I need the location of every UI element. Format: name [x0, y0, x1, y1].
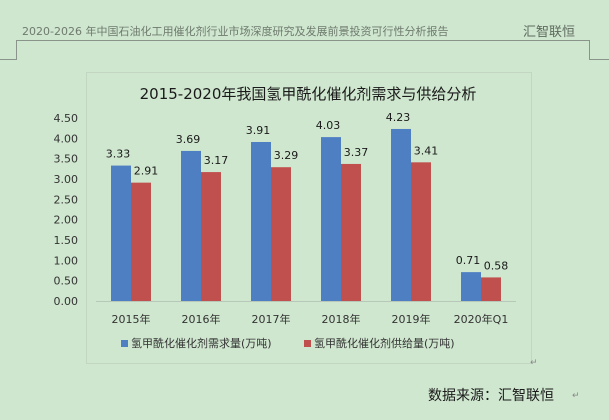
y-tick-label: 1.00: [54, 254, 79, 267]
data-label: 3.29: [274, 149, 299, 162]
bars-group: 3.332.91 3.693.17 3.913.29 4.03 3.37 4.23 3.41…: [106, 111, 509, 301]
bar-supply: [411, 162, 431, 301]
bar-supply: [341, 163, 361, 301]
data-label: 0.58: [484, 259, 509, 272]
legend-label: 氢甲酰化催化剂需求量(万吨): [131, 336, 272, 350]
legend: 氢甲酰化催化剂需求量(万吨) 氢甲酰化催化剂供给量(万吨): [121, 336, 455, 350]
header-rule-right-foot: [589, 59, 609, 60]
data-label: 3.17: [204, 154, 229, 167]
bar-demand: [251, 141, 271, 301]
y-tick-label: 0.00: [54, 295, 79, 308]
data-label: 3.41: [414, 144, 439, 157]
bar-demand: [111, 165, 131, 301]
legend-swatch: [121, 340, 128, 347]
chart-title: 2015-2020年我国氢甲酰化催化剂需求与供给分析: [140, 85, 477, 103]
y-tick-label: 3.00: [54, 173, 79, 186]
header-brand: 汇智联恒: [523, 21, 576, 41]
bar-demand: [461, 272, 481, 301]
report-title: 2020-2026 年中国石油化工用催化剂行业市场深度研究及发展前景投资可行性分…: [22, 25, 449, 38]
data-label: 4.03: [316, 119, 341, 132]
source-note: 数据来源：汇智联恒: [428, 388, 554, 404]
header-brand-text: 汇智联恒: [523, 25, 576, 41]
bar-demand: [321, 137, 341, 301]
legend-label: 氢甲酰化催化剂供给量(万吨): [314, 336, 455, 350]
legend-swatch: [304, 340, 311, 347]
bar-supply: [201, 172, 221, 301]
bar-supply: [481, 277, 501, 301]
y-tick-label: 3.50: [54, 153, 79, 166]
data-label: 3.33: [106, 148, 131, 161]
y-tick-label: 4.00: [54, 132, 79, 145]
x-tick-label: 2017年: [252, 312, 291, 326]
header-rule-left-tick: [16, 40, 17, 60]
paragraph-mark: ↵: [530, 358, 538, 368]
y-tick-label: 2.00: [54, 214, 79, 227]
y-tick-label: 4.50: [54, 112, 79, 125]
y-tick-label: 1.50: [54, 234, 79, 247]
data-label: 4.23: [386, 111, 411, 124]
x-tick-label: 2020年Q1: [454, 312, 509, 326]
header-rule-right-tick: [589, 40, 590, 60]
data-label: 2.91: [134, 165, 159, 178]
y-axis: 0.00 0.50 1.00 1.50 2.00 2.50 3.00 3.50 4.00 4.50: [54, 112, 79, 308]
header-rule: [16, 40, 590, 41]
y-tick-label: 2.50: [54, 193, 79, 206]
data-label: 3.37: [344, 146, 369, 159]
bar-supply: [271, 167, 291, 301]
bar-supply: [131, 182, 151, 301]
data-label: 0.71: [456, 254, 481, 267]
chart-area: [86, 72, 532, 364]
x-tick-label: 2019年: [392, 312, 431, 326]
x-axis: 2015年 2016年 2017年 2018年 2019年 2020年Q1: [96, 301, 516, 326]
bar-demand: [391, 128, 411, 301]
header-rule-left-foot: [0, 59, 17, 60]
y-tick-label: 0.50: [54, 275, 79, 288]
x-tick-label: 2018年: [322, 312, 361, 326]
data-label: 3.69: [176, 133, 201, 146]
x-tick-label: 2015年: [112, 312, 151, 326]
bar-demand: [181, 150, 201, 301]
paragraph-mark: ↵: [572, 391, 580, 401]
x-tick-label: 2016年: [182, 312, 221, 326]
data-label: 3.91: [246, 124, 271, 137]
